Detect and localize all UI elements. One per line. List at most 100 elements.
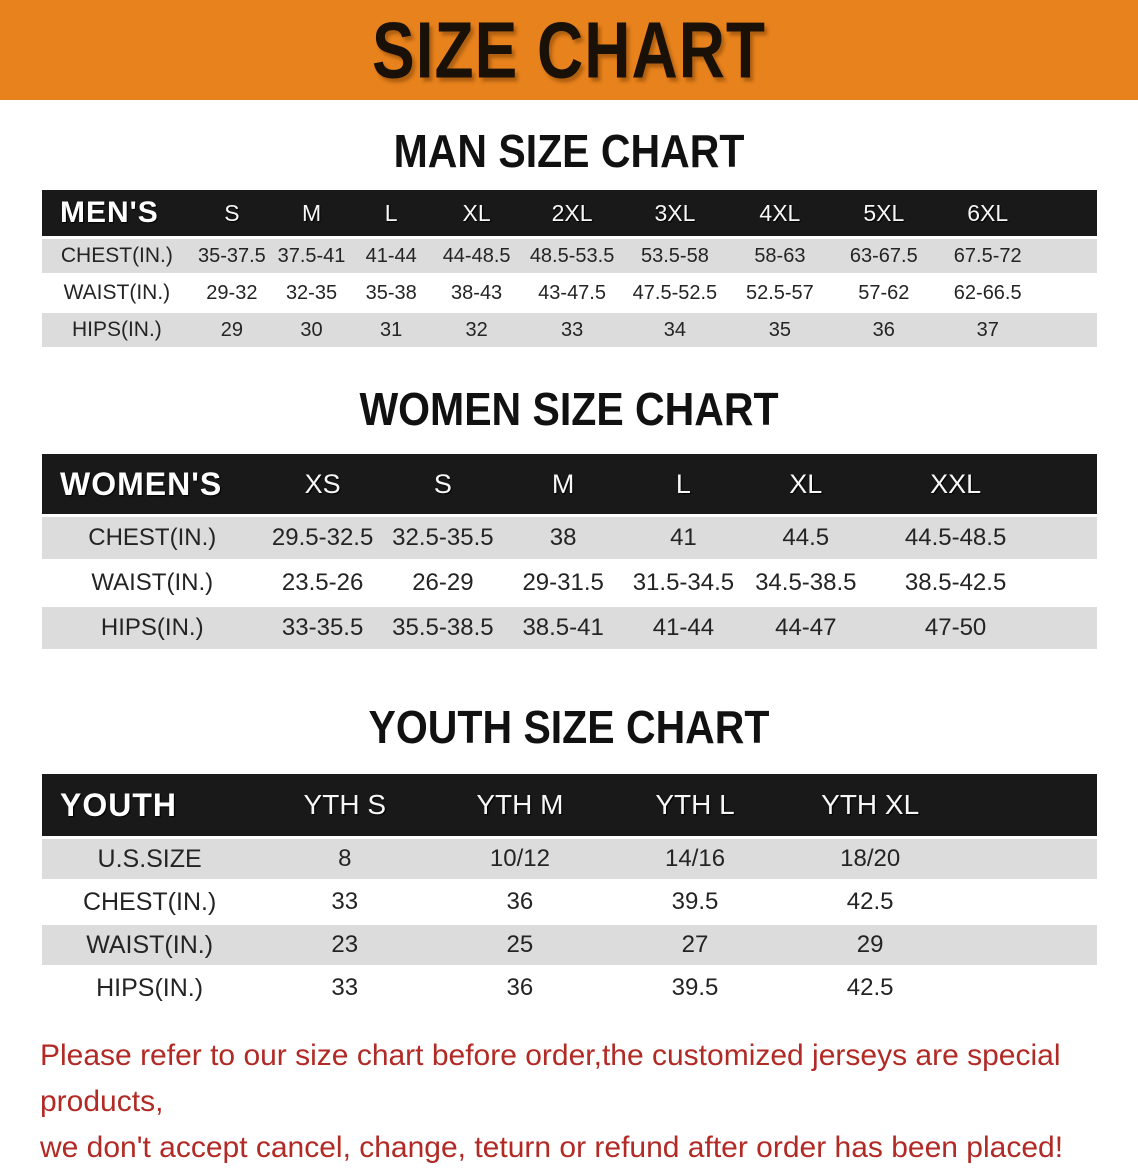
size-value: 33	[257, 882, 433, 922]
banner: SIZE CHART	[0, 0, 1138, 100]
size-col-header: YTH XL	[782, 774, 958, 836]
size-value: 35-37.5	[191, 239, 272, 273]
size-value: 27	[607, 925, 783, 965]
disclaimer-text: Please refer to our size chart before or…	[40, 1033, 1108, 1171]
size-value: 62-66.5	[935, 276, 1040, 310]
size-value: 33	[521, 313, 623, 347]
size-value: 67.5-72	[935, 239, 1040, 273]
size-value: 35-38	[351, 276, 432, 310]
youth-header-row: YOUTH YTH S YTH M YTH L YTH XL	[42, 774, 1097, 836]
size-value: 33-35.5	[262, 607, 383, 649]
women-group-label: WOMEN'S	[42, 454, 263, 514]
size-col-header: 5XL	[832, 190, 936, 236]
page-title: SIZE CHART	[372, 5, 766, 95]
size-value: 23.5-26	[262, 562, 383, 604]
size-value: 41	[623, 517, 744, 559]
size-col-header: S	[382, 454, 504, 514]
row-label: HIPS(IN.)	[42, 607, 263, 649]
men-header-row: MEN'S S M L XL 2XL 3XL 4XL 5XL 6XL	[42, 190, 1097, 236]
row-label: HIPS(IN.)	[42, 968, 258, 1008]
size-value: 38	[503, 517, 624, 559]
size-col-header: L	[351, 190, 432, 236]
size-value: 29-32	[191, 276, 272, 310]
size-value: 32.5-35.5	[382, 517, 504, 559]
size-value: 44.5-48.5	[868, 517, 1044, 559]
size-value: 38.5-42.5	[868, 562, 1044, 604]
header-filler	[1039, 190, 1097, 236]
size-value: 39.5	[607, 882, 783, 922]
size-value: 34	[622, 313, 728, 347]
size-value: 25	[432, 925, 608, 965]
size-value: 29	[782, 925, 958, 965]
table-row: WAIST(IN.) 23 25 27 29	[42, 925, 1097, 965]
row-filler	[957, 925, 1097, 965]
row-filler	[1039, 239, 1097, 273]
row-filler	[1039, 276, 1097, 310]
size-col-header: L	[623, 454, 744, 514]
men-group-label: MEN'S	[42, 190, 192, 236]
table-row: HIPS(IN.) 29 30 31 32 33 34 35 36 37	[42, 313, 1097, 347]
row-filler	[1039, 313, 1097, 347]
size-value: 47.5-52.5	[622, 276, 728, 310]
header-filler	[957, 774, 1097, 836]
header-filler	[1043, 454, 1097, 514]
row-label: U.S.SIZE	[42, 839, 258, 879]
size-value: 44-48.5	[431, 239, 522, 273]
row-filler	[957, 839, 1097, 879]
size-value: 37.5-41	[271, 239, 352, 273]
table-row: U.S.SIZE 8 10/12 14/16 18/20	[42, 839, 1097, 879]
size-value: 47-50	[868, 607, 1044, 649]
size-value: 44.5	[743, 517, 869, 559]
size-value: 23	[257, 925, 433, 965]
size-value: 36	[432, 882, 608, 922]
table-row: CHEST(IN.) 33 36 39.5 42.5	[42, 882, 1097, 922]
size-value: 42.5	[782, 882, 958, 922]
size-value: 43-47.5	[521, 276, 623, 310]
size-col-header: XXL	[868, 454, 1044, 514]
size-value: 42.5	[782, 968, 958, 1008]
size-col-header: 6XL	[935, 190, 1040, 236]
size-value: 29.5-32.5	[262, 517, 383, 559]
size-value: 63-67.5	[832, 239, 936, 273]
size-value: 34.5-38.5	[743, 562, 869, 604]
size-col-header: 4XL	[727, 190, 833, 236]
men-size-table: MEN'S S M L XL 2XL 3XL 4XL 5XL 6XL CHEST…	[42, 187, 1097, 350]
men-section-heading-text: MAN SIZE CHART	[393, 124, 745, 178]
size-value: 31.5-34.5	[623, 562, 744, 604]
size-value: 14/16	[607, 839, 783, 879]
size-value: 18/20	[782, 839, 958, 879]
size-value: 30	[271, 313, 352, 347]
size-value: 32-35	[271, 276, 352, 310]
women-section-heading: WOMEN SIZE CHART	[0, 383, 1138, 435]
size-value: 37	[935, 313, 1040, 347]
size-col-header: 3XL	[622, 190, 728, 236]
size-value: 33	[257, 968, 433, 1008]
size-col-header: YTH M	[432, 774, 608, 836]
table-row: CHEST(IN.) 29.5-32.5 32.5-35.5 38 41 44.…	[42, 517, 1097, 559]
size-value: 48.5-53.5	[521, 239, 623, 273]
size-value: 29	[191, 313, 272, 347]
size-value: 32	[431, 313, 522, 347]
table-row: CHEST(IN.) 35-37.5 37.5-41 41-44 44-48.5…	[42, 239, 1097, 273]
size-value: 35	[727, 313, 833, 347]
size-col-header: M	[271, 190, 352, 236]
size-col-header: M	[503, 454, 624, 514]
row-label: HIPS(IN.)	[42, 313, 192, 347]
youth-section-heading-text: YOUTH SIZE CHART	[368, 700, 770, 754]
youth-group-label: YOUTH	[42, 774, 258, 836]
size-value: 57-62	[832, 276, 936, 310]
youth-section-heading: YOUTH SIZE CHART	[0, 701, 1138, 753]
row-label: WAIST(IN.)	[42, 562, 263, 604]
row-filler	[1043, 607, 1097, 649]
row-label: WAIST(IN.)	[42, 276, 192, 310]
size-col-header: 2XL	[521, 190, 623, 236]
row-filler	[957, 882, 1097, 922]
row-label: CHEST(IN.)	[42, 882, 258, 922]
size-value: 31	[351, 313, 432, 347]
table-row: HIPS(IN.) 33-35.5 35.5-38.5 38.5-41 41-4…	[42, 607, 1097, 649]
row-filler	[1043, 517, 1097, 559]
size-value: 29-31.5	[503, 562, 624, 604]
size-col-header: XL	[743, 454, 869, 514]
size-value: 26-29	[382, 562, 504, 604]
women-size-table: WOMEN'S XS S M L XL XXL CHEST(IN.) 29.5-…	[42, 451, 1097, 652]
